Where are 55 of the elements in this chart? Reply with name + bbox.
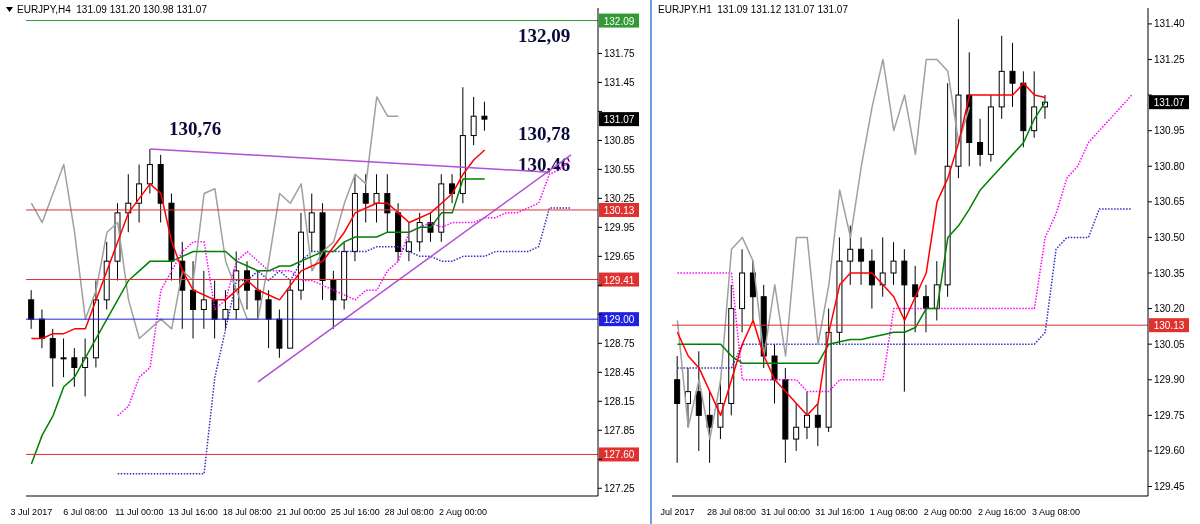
y-tick-label: 128.15 bbox=[604, 395, 636, 407]
y-tick-label: 128.75 bbox=[604, 337, 636, 349]
x-tick-label: 6 Jul 08:00 bbox=[63, 507, 108, 517]
x-tick-label: 2 Aug 00:00 bbox=[923, 507, 972, 517]
ref-line-label: 127.60 bbox=[603, 449, 635, 461]
y-tick-label: 127.85 bbox=[604, 424, 636, 436]
y-tick-label: 130.20 bbox=[1154, 303, 1186, 315]
x-tick-label: 31 Jul 00:00 bbox=[761, 507, 811, 517]
y-tick-label: 129.75 bbox=[1154, 409, 1186, 421]
ref-line-label: 130.13 bbox=[1153, 320, 1185, 332]
y-tick-label: 130.95 bbox=[1154, 125, 1186, 137]
y-tick-label: 130.80 bbox=[1154, 160, 1186, 172]
y-tick-label: 128.45 bbox=[604, 366, 636, 378]
y-tick-label: 129.65 bbox=[604, 250, 636, 262]
x-tick-label: 13 Jul 16:00 bbox=[168, 507, 218, 517]
x-tick-label: 18 Jul 08:00 bbox=[222, 507, 272, 517]
x-tick-label: 3 Aug 08:00 bbox=[1032, 507, 1081, 517]
x-tick-label: 2 Aug 00:00 bbox=[439, 507, 488, 517]
x-tick-label: 28 Jul 08:00 bbox=[384, 507, 434, 517]
x-tick-label: 1 Aug 08:00 bbox=[869, 507, 918, 517]
y-tick-label: 129.95 bbox=[604, 221, 636, 233]
annotation: 130,78 bbox=[517, 122, 571, 144]
y-tick-label: 127.25 bbox=[604, 482, 636, 494]
y-tick-label: 131.40 bbox=[1154, 18, 1186, 30]
y-tick-label: 130.05 bbox=[1154, 338, 1186, 350]
x-tick-label: Jul 2017 bbox=[660, 507, 695, 517]
y-tick-label: 130.85 bbox=[604, 134, 636, 146]
x-tick-label: 3 Jul 2017 bbox=[10, 507, 53, 517]
x-tick-label: 31 Jul 16:00 bbox=[815, 507, 865, 517]
x-tick-label: 25 Jul 16:00 bbox=[330, 507, 380, 517]
annotation: 131.07 bbox=[603, 114, 635, 126]
y-tick-label: 130.25 bbox=[604, 192, 636, 204]
ref-line-label: 130.13 bbox=[603, 204, 635, 216]
annotation: 132,09 bbox=[517, 25, 571, 47]
ref-line-label: 129.41 bbox=[603, 274, 635, 286]
y-tick-label: 131.45 bbox=[604, 76, 636, 88]
x-tick-label: 21 Jul 00:00 bbox=[276, 507, 326, 517]
y-tick-label: 129.45 bbox=[1154, 481, 1186, 493]
y-tick-label: 130.55 bbox=[604, 163, 636, 175]
x-tick-label: 28 Jul 08:00 bbox=[706, 507, 757, 517]
y-tick-label: 130.65 bbox=[1154, 196, 1186, 208]
ref-line-label: 132.09 bbox=[603, 15, 635, 27]
y-tick-label: 130.50 bbox=[1154, 231, 1186, 243]
annotation: 131.07 bbox=[1153, 97, 1185, 109]
y-tick-label: 129.60 bbox=[1154, 445, 1186, 457]
chart-title: EURJPY,H4 131.09 131.20 130.98 131.07 bbox=[17, 4, 207, 15]
y-tick-label: 129.90 bbox=[1154, 374, 1186, 386]
y-tick-label: 131.25 bbox=[1154, 54, 1186, 66]
annotation: 130,76 bbox=[169, 117, 222, 139]
x-tick-label: 2 Aug 16:00 bbox=[977, 507, 1026, 517]
y-tick-label: 130.35 bbox=[1154, 267, 1186, 279]
y-tick-label: 131.75 bbox=[604, 47, 636, 59]
ref-line-label: 129.00 bbox=[603, 314, 635, 326]
chart-title: EURJPY.H1 131.09 131.12 131.07 131.07 bbox=[658, 4, 848, 15]
x-tick-label: 11 Jul 00:00 bbox=[115, 507, 164, 517]
